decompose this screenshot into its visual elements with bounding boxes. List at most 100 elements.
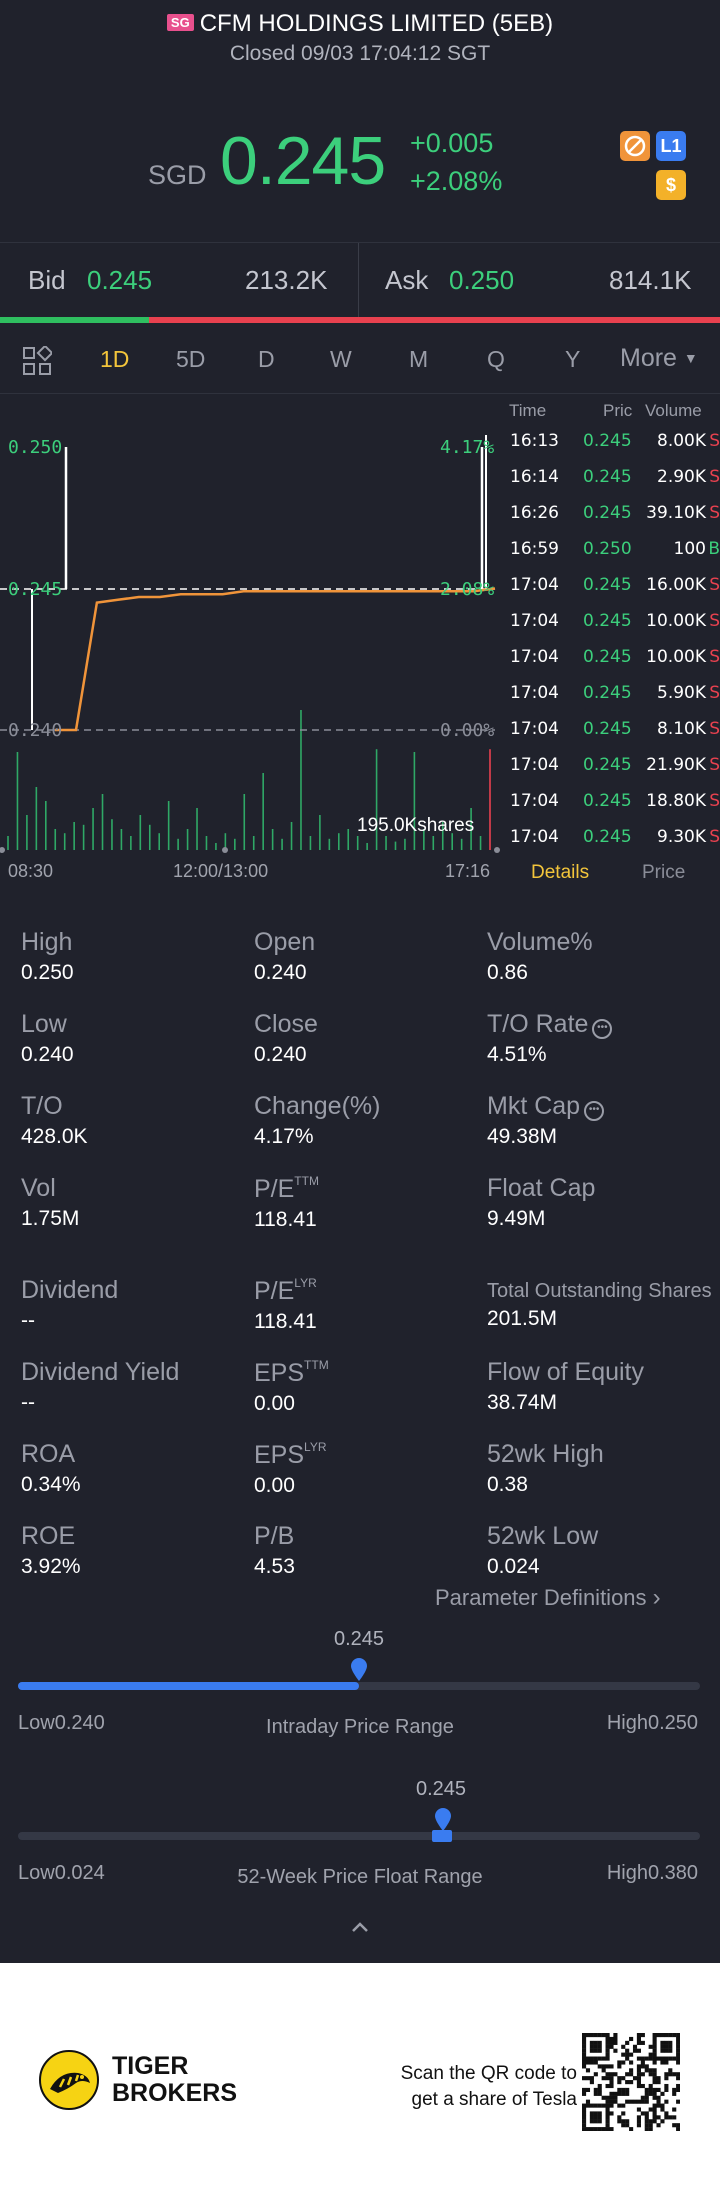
currency-label: SGD — [148, 160, 207, 190]
brand-line-1: TIGER — [112, 2052, 189, 2080]
price-line — [55, 587, 496, 732]
trade-volume: 18.80K — [646, 791, 706, 811]
tab-5d[interactable]: 5D — [176, 346, 206, 372]
more-info-icon[interactable]: ••• — [592, 1019, 613, 1039]
trade-volume: 10.00K — [646, 647, 706, 667]
brand-name: TIGER BROKERS — [112, 2053, 237, 2107]
trade-price: 0.245 — [583, 575, 632, 595]
stat-52wk-low-label: 52wk Low — [487, 1522, 599, 1550]
collapse-chevron-up-icon[interactable] — [350, 1920, 370, 1939]
trade-time: 17:04 — [510, 647, 559, 667]
intraday-track — [18, 1682, 700, 1690]
bid-size: 213.2K — [245, 265, 328, 295]
scan-line-1: Scan the QR code to — [400, 2063, 577, 2084]
trade-price: 0.245 — [583, 755, 632, 775]
stat-pb-label: P/B — [254, 1522, 295, 1550]
volume-note: 195.0Kshares — [357, 815, 475, 836]
bid-ask-panel: Bid 0.245 213.2K Ask 0.250 814.1K — [0, 242, 720, 319]
trade-price: 0.245 — [583, 467, 632, 487]
stat-to: T/O 428.0K — [21, 1092, 261, 1149]
stat-pe-lyr-sup: LYR — [294, 1276, 317, 1290]
qr-code-icon[interactable] — [582, 2033, 681, 2136]
stat-eps-ttm-sup: TTM — [304, 1358, 329, 1372]
trade-volume: 8.10K — [657, 719, 706, 739]
y-pct-high: 4.17% — [440, 437, 495, 458]
trade-row: 16:26 0.245 39.10K S — [505, 503, 720, 539]
tab-price[interactable]: Price — [642, 862, 686, 883]
market-status: Closed 09/03 17:04:12 SGT — [229, 42, 491, 65]
grid-icon[interactable] — [22, 344, 54, 381]
y-pct-low: 0.00% — [440, 720, 495, 741]
trade-time: 17:04 — [510, 827, 559, 847]
stat-pb-value: 4.53 — [254, 1555, 295, 1578]
stock-title-row: SG CFM HOLDINGS LIMITED (5EB) — [0, 10, 720, 38]
stat-pe-lyr: P/ELYR 118.41 — [254, 1276, 494, 1334]
trade-volume: 9.30K — [657, 827, 706, 847]
tab-1d[interactable]: 1D — [100, 346, 130, 372]
scan-prompt: Scan the QR code to get a share of Tesla — [401, 2061, 577, 2113]
tab-y[interactable]: Y — [565, 346, 581, 372]
y-label-high: 0.250 — [8, 437, 63, 458]
x-label-open: 08:30 — [8, 861, 54, 881]
more-info-icon[interactable]: ••• — [584, 1101, 605, 1121]
tab-more-label: More — [620, 344, 677, 372]
trade-volume: 2.90K — [657, 467, 706, 487]
no-margin-icon[interactable] — [620, 131, 650, 161]
trade-side: S — [709, 719, 720, 739]
trade-row: 16:59 0.250 100 B — [505, 539, 720, 575]
stat-float-cap: Float Cap 9.49M — [487, 1174, 720, 1231]
stat-pe-ttm-label-row: P/ETTM — [254, 1174, 494, 1204]
period-tabs: 1D 5D D W M Q Y More ▼ — [0, 324, 720, 394]
tab-q[interactable]: Q — [487, 346, 505, 372]
tab-m[interactable]: M — [409, 346, 429, 372]
level-1-icon[interactable]: L1 — [656, 131, 686, 161]
quote-header: SG CFM HOLDINGS LIMITED (5EB) Closed 09/0… — [0, 0, 720, 242]
stat-vol-value: 1.75M — [21, 1207, 80, 1230]
stat-pe-ttm-sup: TTM — [294, 1174, 319, 1188]
stat-float-cap-value: 9.49M — [487, 1207, 546, 1230]
tab-more[interactable]: More ▼ — [620, 344, 698, 373]
trades-header-price: Pric — [603, 401, 633, 420]
stat-flow-equity-label: Flow of Equity — [487, 1358, 645, 1386]
intraday-chart[interactable]: 0.250 0.245 0.240 4.17% 2.08% 0.00% — [0, 395, 505, 885]
trade-time: 17:04 — [510, 611, 559, 631]
trade-row: 16:14 0.245 2.90K S — [505, 467, 720, 503]
stat-open-label: Open — [254, 928, 316, 956]
trade-time: 16:13 — [510, 431, 559, 451]
stat-mkt-cap: Mkt Cap ••• 49.38M — [487, 1092, 720, 1149]
intraday-title: Intraday Price Range — [266, 1716, 454, 1738]
stat-vol-label: Vol — [21, 1174, 56, 1202]
trade-price: 0.245 — [583, 431, 632, 451]
stat-pe-ttm-label: P/E — [254, 1175, 295, 1203]
tab-w[interactable]: W — [330, 346, 352, 372]
stat-to-rate-label: T/O Rate — [487, 1010, 589, 1038]
intraday-low: Low0.240 — [18, 1712, 105, 1734]
stat-to-rate: T/O Rate ••• 4.51% — [487, 1010, 720, 1067]
stat-close-label: Close — [254, 1010, 318, 1038]
parameter-definitions-link[interactable]: Parameter Definitions › — [435, 1584, 661, 1612]
trade-volume: 39.10K — [646, 503, 706, 523]
tab-d[interactable]: D — [258, 346, 275, 372]
stat-pe-ttm-value: 118.41 — [254, 1208, 317, 1231]
trade-side: S — [709, 467, 720, 487]
trade-side: S — [709, 611, 720, 631]
trade-side: S — [709, 755, 720, 775]
trade-volume: 100 — [673, 539, 706, 559]
stat-volume-pct: Volume% 0.86 — [487, 928, 720, 985]
stat-52wk-high-label: 52wk High — [487, 1440, 604, 1468]
intraday-high: High0.250 — [606, 1712, 698, 1734]
stat-roe-label: ROE — [21, 1522, 76, 1550]
parameter-definitions-label: Parameter Definitions — [435, 1585, 647, 1610]
tab-details[interactable]: Details — [531, 862, 590, 883]
y-label-low: 0.240 — [8, 720, 63, 741]
trade-volume: 10.00K — [646, 611, 706, 631]
trade-price: 0.245 — [583, 791, 632, 811]
dollar-icon[interactable]: $ — [656, 170, 686, 200]
stat-dividend: Dividend -- — [21, 1276, 261, 1333]
week52-marker-icon — [434, 1808, 452, 1837]
trade-volume: 16.00K — [646, 575, 706, 595]
trade-side: B — [708, 539, 720, 559]
stat-52wk-high: 52wk High 0.38 — [487, 1440, 720, 1497]
x-label-lunch: 12:00/13:00 — [173, 861, 269, 881]
stat-52wk-low-value: 0.024 — [487, 1555, 540, 1578]
